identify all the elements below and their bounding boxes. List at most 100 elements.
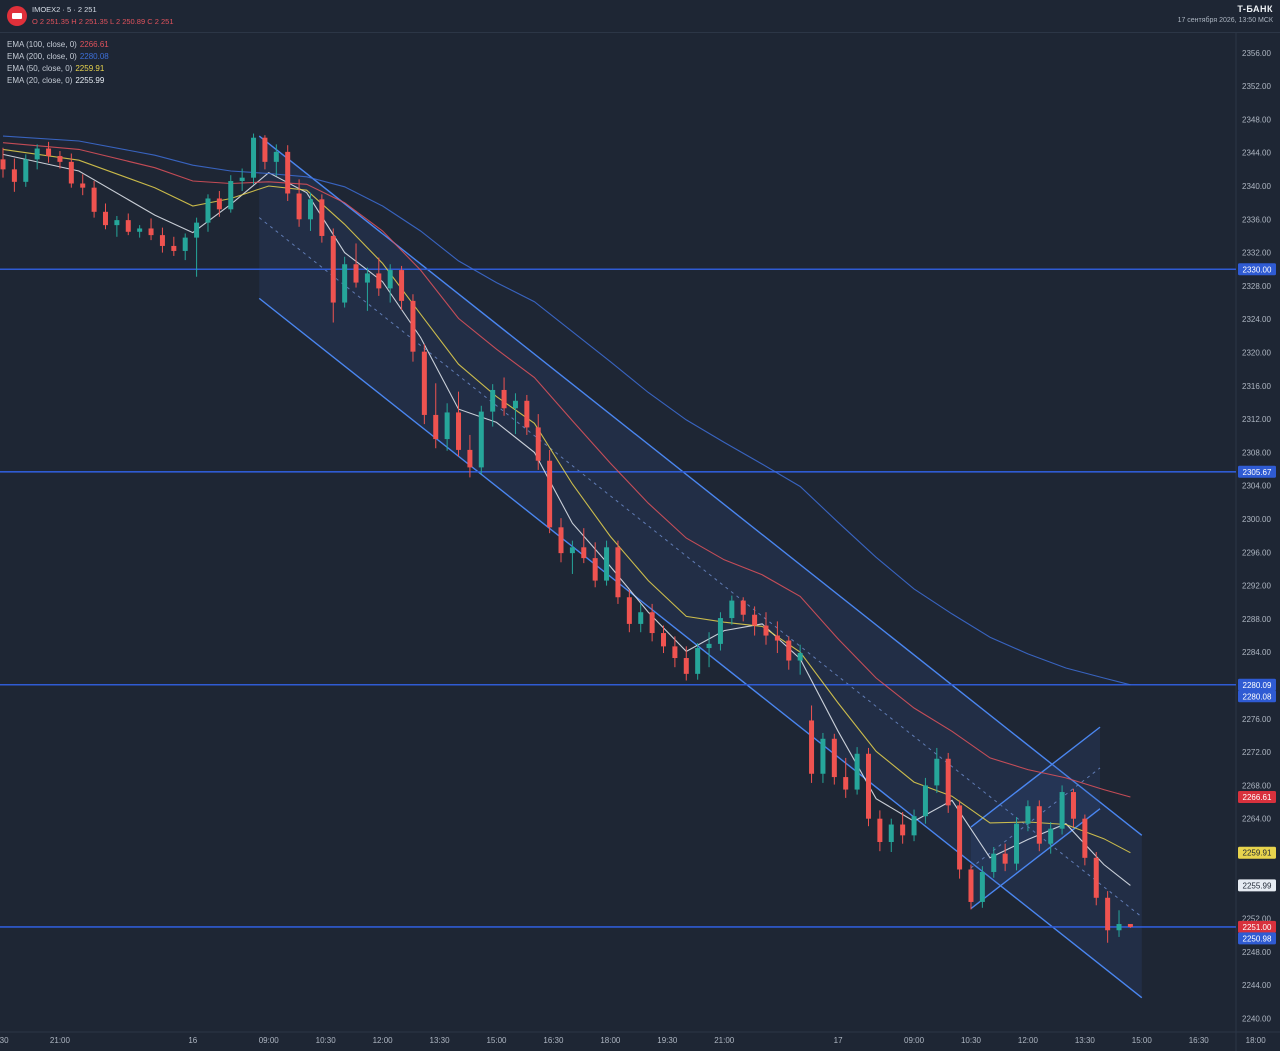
candle-body [194, 222, 200, 238]
x-tick-label: 12:00 [373, 1036, 394, 1045]
price-tag-label: 2280.08 [1243, 692, 1272, 701]
candle-body [797, 653, 803, 661]
candle-body [34, 148, 40, 160]
candle-body [774, 635, 780, 641]
x-tick-label: 16 [188, 1036, 197, 1045]
x-tick-label: 18:00 [1246, 1036, 1267, 1045]
legend-value: 2266.61 [79, 40, 109, 49]
price-tag-label: 2280.09 [1243, 681, 1272, 690]
x-tick-label: 10:30 [961, 1036, 982, 1045]
chart-header: IMOEX2 · 5 · 2 251 O 2 251.35 H 2 251.35… [0, 0, 1280, 33]
price-chart[interactable]: 2356.00 2352.00 2348.00 2344.00 2340.00 2336.… [0, 32, 1280, 1051]
x-tick-label: 09:00 [904, 1036, 925, 1045]
timestamp: 17 сентября 2026, 13:50 МСК [1177, 17, 1273, 24]
legend-row-ema50[interactable]: EMA (50, close, 0) 2259.91 [7, 63, 109, 75]
candle-body [786, 640, 792, 661]
candle-body [137, 228, 143, 232]
y-tick-label: 2352.00 [1242, 82, 1271, 91]
candle-body [854, 753, 860, 790]
candle-body [1127, 924, 1133, 927]
legend-label: EMA (50, close, 0) [7, 64, 73, 73]
y-tick-label: 2332.00 [1242, 249, 1271, 258]
candle-body [945, 758, 951, 806]
ema-line [2, 153, 1131, 886]
x-tick-label: 09:00 [259, 1036, 280, 1045]
candle-body [342, 264, 348, 303]
candle-body [46, 148, 52, 157]
candle-body [273, 151, 279, 162]
symbol-line[interactable]: IMOEX2 · 5 · 2 251 [32, 5, 97, 14]
candle-body [979, 871, 985, 902]
legend-row-ema100[interactable]: EMA (100, close, 0) 2266.61 [7, 39, 109, 51]
candle-body [68, 161, 74, 184]
candle-body [706, 643, 712, 649]
y-tick-label: 2268.00 [1242, 781, 1271, 790]
candle-body [228, 181, 234, 210]
candle-body [1048, 828, 1054, 844]
candle-body [752, 614, 758, 626]
candle-body [478, 411, 484, 468]
candle-body [80, 183, 86, 188]
price-tag [1238, 465, 1276, 478]
candle-body [421, 351, 427, 415]
candle-body [638, 612, 644, 624]
channel-upper-line-up [970, 726, 1101, 828]
x-tick-label: 13:30 [1075, 1036, 1096, 1045]
candle-body [740, 600, 746, 615]
candle-body [0, 159, 6, 170]
candle-body [319, 199, 325, 236]
x-tick-label: 18:00 [600, 1036, 621, 1045]
candle-body [467, 449, 473, 468]
candle-body [171, 245, 177, 251]
candle-body [911, 816, 917, 836]
candle-body [1014, 823, 1020, 864]
candle-body [1082, 818, 1088, 858]
price-tag [1238, 932, 1276, 945]
legend-row-ema20[interactable]: EMA (20, close, 0) 2255.99 [7, 75, 109, 87]
candle-body [877, 818, 883, 843]
candle-body [843, 777, 849, 790]
y-tick-label: 2288.00 [1242, 615, 1271, 624]
price-tag [1238, 790, 1276, 803]
candle-body [125, 220, 131, 232]
price-tag-label: 2259.91 [1243, 849, 1272, 858]
candle-body [1025, 806, 1031, 824]
candle-body [547, 460, 553, 528]
price-tag-label: 2330.00 [1243, 265, 1272, 274]
price-tag-label: 2305.67 [1243, 468, 1272, 477]
y-tick-label: 2316.00 [1242, 382, 1271, 391]
legend-row-ema200[interactable]: EMA (200, close, 0) 2280.08 [7, 51, 109, 63]
x-tick-label: 10:30 [316, 1036, 337, 1045]
candle-body [524, 400, 530, 428]
x-tick-label: 21:00 [50, 1036, 71, 1045]
candle-body [410, 300, 416, 352]
candle-body [11, 169, 17, 182]
legend-label: EMA (200, close, 0) [7, 52, 77, 61]
y-tick-label: 2312.00 [1242, 415, 1271, 424]
legend-label: EMA (20, close, 0) [7, 76, 73, 85]
candle-body [364, 273, 370, 283]
candle-body [1059, 792, 1065, 829]
candle-body [490, 389, 496, 412]
candle-body [683, 658, 689, 674]
candle-body [888, 824, 894, 843]
y-tick-label: 2328.00 [1242, 282, 1271, 291]
ema-line [2, 135, 1131, 686]
price-tag [1238, 879, 1276, 892]
channel-lower-line-up [970, 808, 1101, 910]
y-tick-label: 2264.00 [1242, 815, 1271, 824]
candle-body [1105, 897, 1111, 931]
channel-lower-line-down [258, 297, 1143, 999]
candle-body [626, 597, 632, 624]
price-tag [1238, 263, 1276, 276]
y-tick-label: 2296.00 [1242, 548, 1271, 557]
candle-body [1002, 853, 1008, 864]
candle-body [353, 264, 359, 283]
candle-body [57, 156, 63, 162]
y-tick-label: 2348.00 [1242, 115, 1271, 124]
y-tick-label: 2272.00 [1242, 748, 1271, 757]
x-tick-label: 16:30 [1189, 1036, 1210, 1045]
candle-body [285, 151, 291, 194]
x-tick-label: 21:00 [714, 1036, 735, 1045]
x-tick-label: 16:30 [543, 1036, 564, 1045]
